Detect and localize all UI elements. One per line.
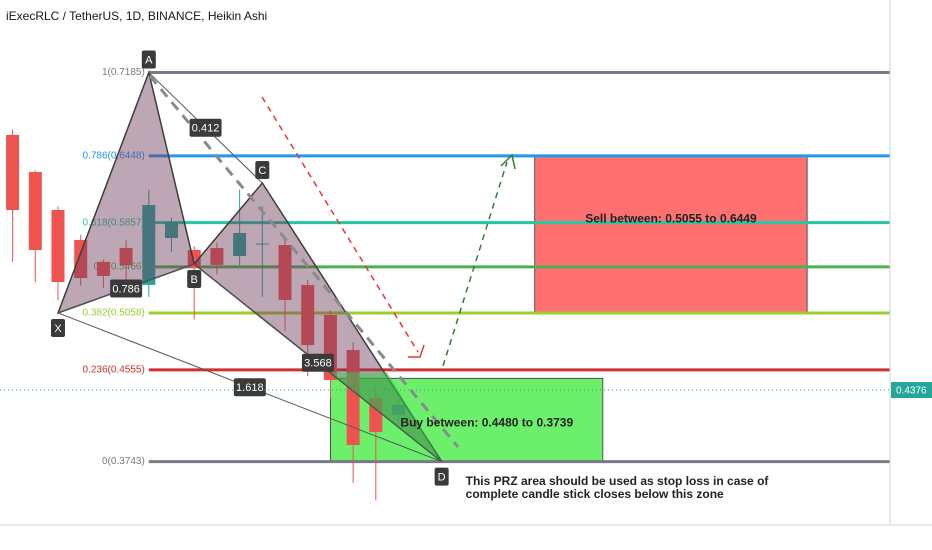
point-badge: [434, 467, 449, 486]
candle-body: [96, 261, 110, 277]
fib-label: 0.236(0.4555): [83, 364, 145, 375]
sell-zone: [534, 155, 808, 314]
ratio-label: 1.618: [236, 382, 264, 394]
candle-body: [28, 172, 42, 251]
point-label: D: [438, 471, 446, 483]
point-badge: [51, 318, 66, 337]
ratio-label: 0.412: [192, 123, 220, 135]
candle-body: [255, 243, 269, 245]
point-badge: [141, 50, 156, 69]
dashed-projection: [148, 75, 460, 448]
ratio-label: 3.568: [304, 358, 332, 370]
point-label: X: [54, 323, 62, 335]
point-badge: [187, 270, 202, 289]
point-label: A: [145, 54, 153, 66]
candle-body: [6, 134, 20, 210]
candle-body: [233, 233, 247, 257]
buy-zone-text: Buy between: 0.4480 to 0.3739: [400, 415, 573, 429]
candle-body: [187, 250, 201, 268]
fib-label: 1(0.7185): [102, 67, 145, 78]
candle-body: [301, 285, 315, 346]
candle-body: [165, 222, 179, 239]
ratio-badge: [233, 378, 266, 397]
candle-body: [74, 239, 88, 279]
last-price-label: 0.4376: [896, 386, 927, 397]
green-arrow: [442, 161, 508, 367]
ratio-badge: [301, 353, 334, 372]
fib-label: 0.786(0.6448): [83, 151, 145, 162]
note-text: complete candle stick closes below this …: [466, 487, 724, 501]
candle-body: [119, 247, 133, 266]
red-arrow-head: [408, 344, 425, 358]
ratio-badge: [110, 279, 143, 298]
red-arrow: [261, 96, 419, 353]
last-price-badge: [891, 382, 932, 399]
chart-title: iExecRLC / TetherUS, 1D, BINANCE, Heikin…: [6, 9, 267, 23]
candle-body: [210, 247, 224, 265]
candle-body: [51, 210, 65, 282]
candle-body: [278, 245, 292, 300]
ratio-badge: [189, 118, 222, 137]
sell-zone-text: Sell between: 0.5055 to 0.6449: [585, 212, 757, 226]
fib-label: 0(0.3743): [102, 456, 145, 467]
arrows: [148, 75, 516, 448]
note-text: This PRZ area should be used as stop los…: [466, 474, 770, 488]
fib-label: 0.618(0.5857): [83, 217, 145, 228]
point-label: C: [258, 165, 266, 177]
green-arrow-head: [500, 153, 516, 170]
point-label: B: [191, 274, 198, 286]
candle-body: [142, 205, 156, 285]
ratio-label: 0.786: [112, 283, 140, 295]
fib-label: 0.382(0.5058): [83, 308, 145, 319]
point-badge: [255, 160, 270, 179]
fib-label: 0.5(0.5466): [94, 261, 145, 272]
